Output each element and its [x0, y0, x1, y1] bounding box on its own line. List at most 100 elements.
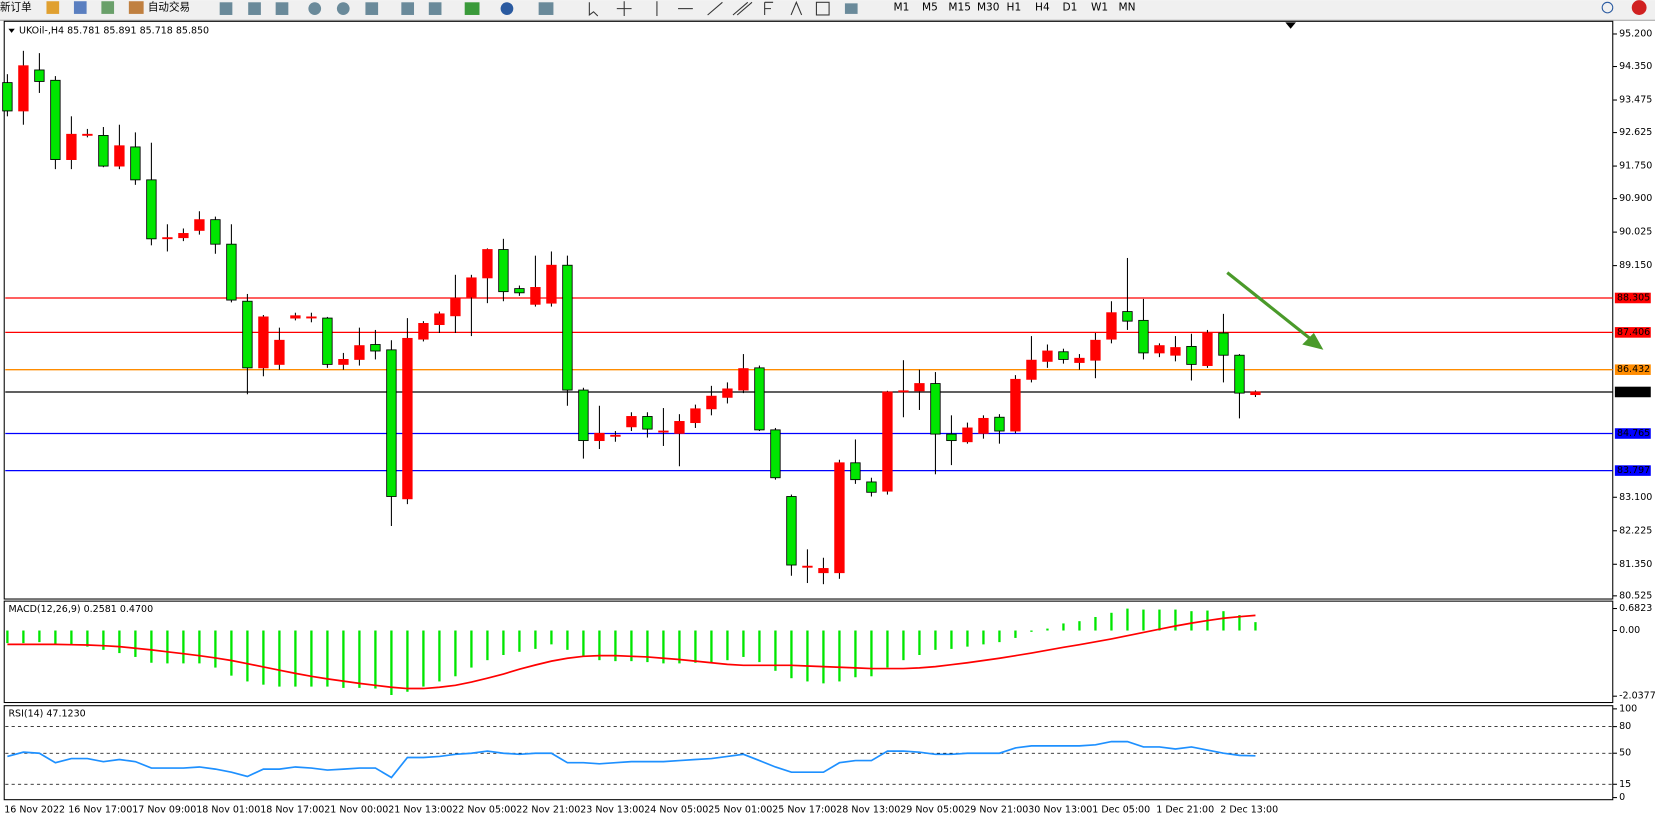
y-tick-label: 94.350: [1619, 61, 1652, 72]
icon[interactable]: [401, 2, 415, 15]
candle-body: [82, 133, 93, 136]
toolbar-button[interactable]: 新订单: [0, 1, 32, 14]
icon[interactable]: [815, 1, 830, 16]
icon[interactable]: [336, 2, 350, 15]
icon[interactable]: [308, 2, 322, 15]
candle-body: [866, 481, 877, 493]
candle-body: [962, 427, 973, 443]
candle-body: [850, 462, 861, 481]
x-tick-label: 21 Nov 00:00: [324, 805, 388, 816]
candle-body: [818, 568, 829, 574]
y-tick-label: 80: [1619, 721, 1631, 732]
chart-header: UKOil-,H4 85.781 85.891 85.718 85.850: [19, 25, 209, 36]
candle-body: [226, 243, 237, 301]
icon[interactable]: [73, 1, 87, 14]
x-tick-label: 22 Nov 05:00: [452, 805, 516, 816]
search-icon[interactable]: [1601, 1, 1614, 14]
level-label-box: [1614, 386, 1651, 398]
notification-badge[interactable]: [1631, 0, 1647, 15]
candle-body: [882, 391, 893, 492]
icon[interactable]: [616, 1, 632, 17]
icon[interactable]: [588, 2, 599, 17]
candle-body: [1250, 391, 1261, 396]
candle-body: [1042, 350, 1053, 362]
y-tick-label: 95.200: [1619, 28, 1652, 39]
icon[interactable]: [46, 1, 60, 14]
x-tick-label: 16 Nov 2022: [4, 805, 65, 816]
timeframe-button[interactable]: M30: [977, 2, 1000, 14]
y-tick-label: 50: [1619, 748, 1631, 759]
icon[interactable]: [707, 1, 723, 16]
timeframe-button[interactable]: H1: [1007, 2, 1022, 14]
candle-body: [1090, 339, 1101, 361]
icon[interactable]: [764, 1, 774, 15]
x-tick-label: 16 Nov 17:00: [68, 805, 132, 816]
icon[interactable]: [500, 2, 514, 15]
candle-body: [434, 313, 445, 326]
icon[interactable]: [538, 2, 554, 15]
icon[interactable]: [248, 2, 261, 15]
icon[interactable]: [732, 1, 753, 16]
icon[interactable]: [219, 2, 233, 15]
candle-body: [1138, 319, 1149, 354]
y-tick-label: 100: [1619, 703, 1637, 714]
candle-body: [514, 288, 525, 294]
candle-body: [722, 388, 733, 398]
x-tick-label: 18 Nov 17:00: [260, 805, 324, 816]
icon[interactable]: [128, 1, 144, 14]
candle-body: [1218, 332, 1229, 356]
x-tick-label: 22 Nov 21:00: [516, 805, 580, 816]
candle-body: [674, 421, 685, 434]
level-label: 87.406: [1617, 327, 1650, 338]
candle-body: [482, 249, 493, 279]
level-label-box: [1614, 327, 1651, 338]
level-label: 83.797: [1617, 465, 1650, 476]
candle-body: [546, 264, 557, 304]
x-tick-label: 17 Nov 09:00: [132, 805, 196, 816]
series-line: [7, 740, 1256, 779]
timeframe-button[interactable]: D1: [1062, 2, 1077, 14]
icon[interactable]: [844, 3, 858, 14]
candle-body: [146, 179, 157, 240]
trend-arrow: [1226, 271, 1324, 350]
level-label-box: [1614, 465, 1651, 476]
x-tick-label: 1 Dec 05:00: [1092, 805, 1150, 816]
toolbar-button[interactable]: 自动交易: [148, 1, 190, 14]
series-line: [7, 614, 1256, 690]
x-tick-label: 25 Nov 17:00: [772, 805, 836, 816]
candle-body: [1122, 311, 1133, 322]
candle-body: [1234, 354, 1245, 394]
candle-body: [178, 233, 189, 239]
candle-body: [162, 237, 173, 240]
timeframe-button[interactable]: MN: [1118, 2, 1135, 14]
x-tick-label: 30 Nov 13:00: [1028, 805, 1092, 816]
icon[interactable]: [464, 2, 480, 15]
x-tick-label: 29 Nov 05:00: [900, 805, 964, 816]
candle-body: [610, 434, 621, 437]
x-tick-label: 29 Nov 21:00: [964, 805, 1028, 816]
timeframe-button[interactable]: M1: [894, 2, 910, 14]
x-tick-label: 1 Dec 21:00: [1156, 805, 1214, 816]
candle-body: [1010, 378, 1021, 432]
timeframe-button[interactable]: H4: [1035, 2, 1050, 14]
candle-body: [306, 316, 317, 319]
candle-body: [562, 264, 573, 391]
candle-body: [946, 433, 957, 442]
timeframe-button[interactable]: M5: [922, 2, 938, 14]
level-label: 85.850: [1617, 386, 1650, 397]
macd-header: MACD(12,26,9) 0.2581 0.4700: [8, 604, 153, 615]
timeframe-button[interactable]: W1: [1091, 2, 1108, 14]
timeframe-button[interactable]: M15: [948, 2, 971, 14]
candle-body: [802, 565, 813, 568]
candle-body: [930, 383, 941, 435]
candle-body: [2, 82, 13, 112]
icon[interactable]: [790, 0, 803, 16]
icon[interactable]: [365, 2, 379, 15]
icon[interactable]: [275, 2, 289, 15]
y-tick-label: 91.750: [1619, 161, 1652, 172]
icon[interactable]: [101, 1, 115, 14]
level-label-box: [1614, 428, 1651, 439]
icon[interactable]: [428, 2, 442, 15]
symbol-marker: [8, 28, 15, 33]
